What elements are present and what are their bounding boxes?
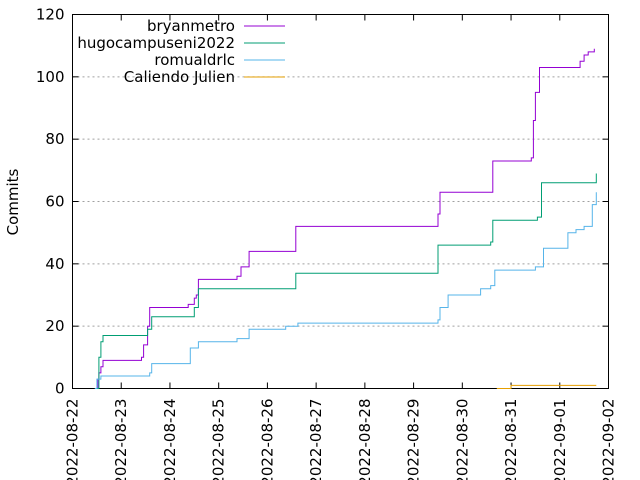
- y-tick-label: 0: [55, 380, 65, 398]
- series-line-3: [496, 384, 597, 389]
- x-tick-label: 2022-08-24: [161, 399, 179, 480]
- x-tick-label: 2022-08-30: [453, 399, 471, 480]
- x-tick-label: 2022-09-01: [551, 399, 569, 480]
- x-tick-label: 2022-08-23: [112, 399, 130, 480]
- x-tick-label: 2022-08-26: [258, 399, 276, 480]
- legend-label: Caliendo Julien: [124, 68, 235, 86]
- legend-label: bryanmetro: [147, 17, 235, 35]
- x-tick-label: 2022-08-27: [307, 399, 325, 480]
- x-tick-label: 2022-08-28: [356, 399, 374, 480]
- y-tick-label: 20: [45, 317, 64, 335]
- y-tick-label: 80: [45, 130, 64, 148]
- x-tick-label: 2022-08-25: [210, 399, 228, 480]
- x-tick-label: 2022-08-31: [502, 399, 520, 480]
- grid: [72, 76, 609, 327]
- x-tick-label: 2022-08-29: [405, 399, 423, 480]
- legend: bryanmetrohugocampuseni2022romualdrlcCal…: [77, 17, 285, 86]
- y-tick-label: 60: [45, 193, 64, 211]
- x-tick-label: 2022-09-02: [600, 399, 618, 480]
- x-tick-label: 2022-08-22: [64, 399, 82, 480]
- y-tick-label: 100: [36, 68, 65, 86]
- series-line-2: [94, 192, 597, 389]
- series-line-0: [96, 48, 595, 389]
- y-axis-label: Commits: [4, 168, 22, 235]
- series-line-1: [96, 173, 597, 389]
- legend-label: romualdrlc: [154, 51, 235, 69]
- legend-label: hugocampuseni2022: [77, 34, 235, 52]
- y-tick-label: 40: [45, 255, 64, 273]
- series-lines: [94, 48, 597, 389]
- axis-ticks: 0 20 40 60 80 100 120 2022-08-22 2022-08-23 2022-…: [36, 6, 618, 480]
- y-tick-label: 120: [36, 6, 65, 24]
